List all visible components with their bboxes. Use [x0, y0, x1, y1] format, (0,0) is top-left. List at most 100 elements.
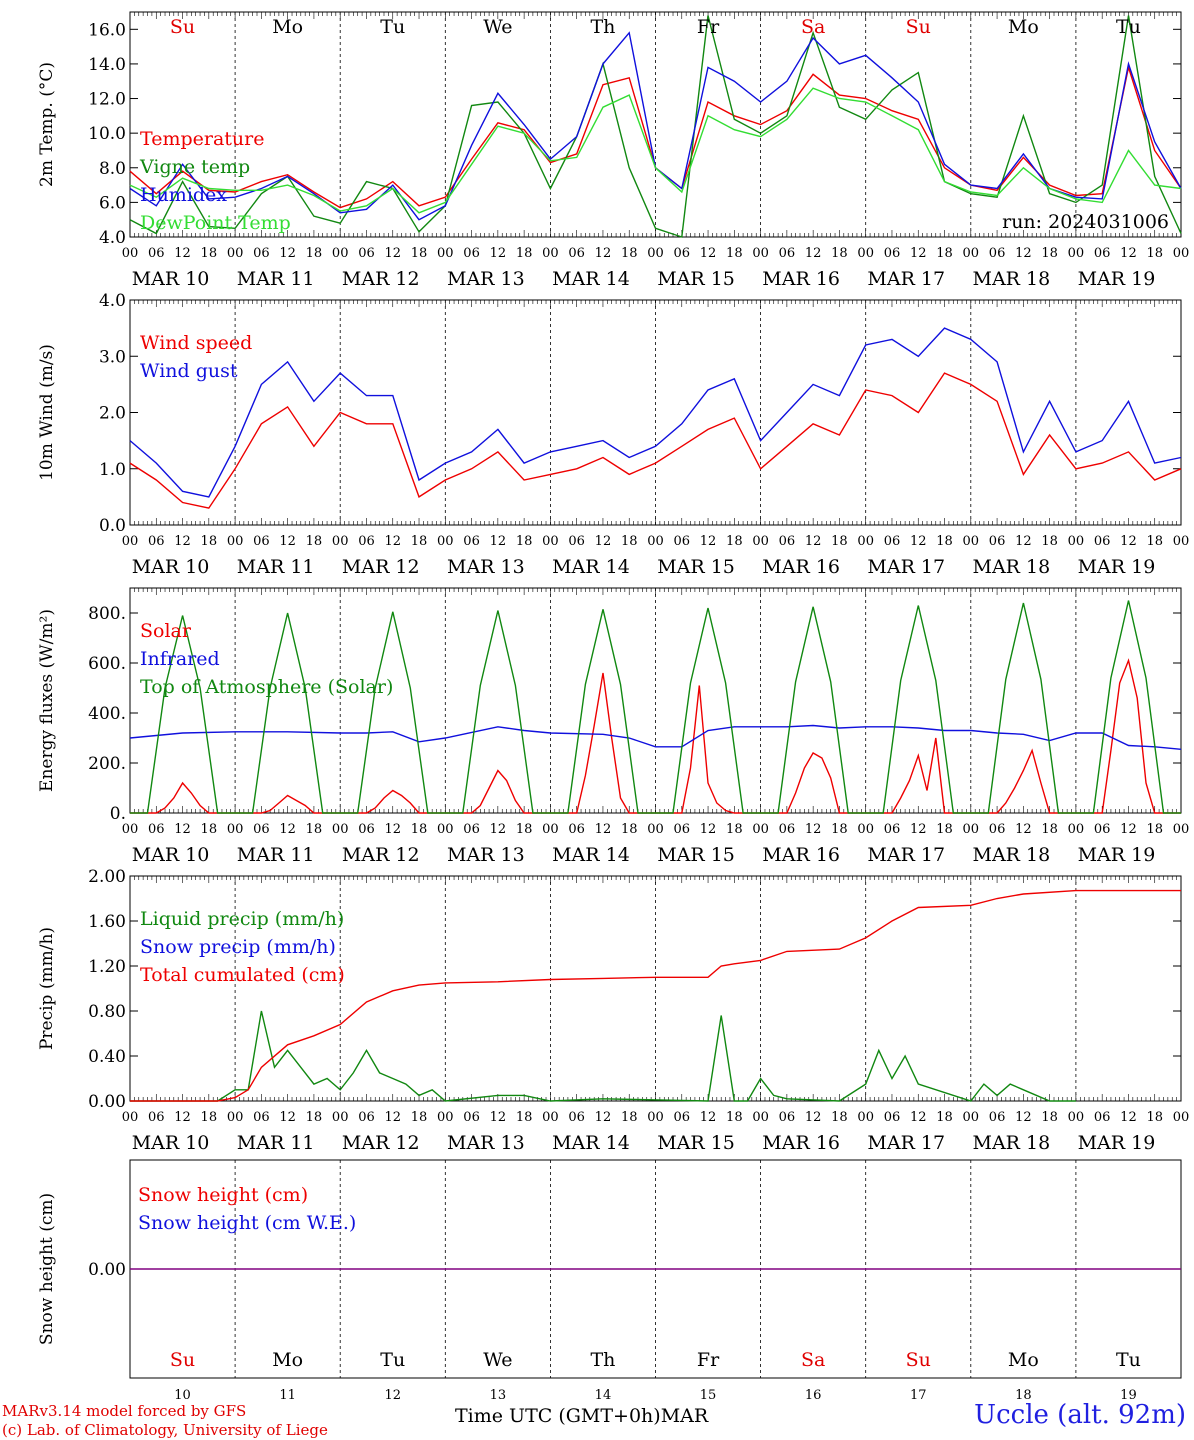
hour-label: 00: [122, 822, 139, 837]
y-tick-label: 200.: [88, 754, 126, 774]
hour-label: 06: [1094, 1110, 1111, 1125]
hour-label: 18: [1041, 822, 1058, 837]
hour-label: 00: [437, 534, 454, 549]
hour-label: 18: [411, 534, 428, 549]
day-number: 10: [174, 1388, 191, 1403]
hour-label: 12: [279, 534, 296, 549]
y-tick-label: 14.0: [88, 55, 126, 75]
hour-label: 06: [253, 822, 270, 837]
legend-entry: Liquid precip (mm/h): [140, 908, 344, 930]
hour-label: 00: [752, 246, 769, 261]
hour-label: 00: [752, 534, 769, 549]
hour-label: 00: [1068, 1110, 1085, 1125]
hour-label: 06: [463, 534, 480, 549]
series-line: [129, 15, 1182, 238]
hour-label: 12: [1015, 246, 1032, 261]
station-name: Uccle (alt. 92m): [974, 1400, 1186, 1430]
hour-label: 18: [726, 534, 743, 549]
hour-label: 12: [174, 822, 191, 837]
day-number: 19: [1120, 1388, 1137, 1403]
hour-label: 12: [174, 246, 191, 261]
hour-label: 18: [411, 246, 428, 261]
date-label: MAR 11: [237, 844, 315, 866]
hour-label: 12: [1120, 534, 1137, 549]
hour-label: 00: [332, 1110, 349, 1125]
hour-label: 18: [936, 534, 953, 549]
hour-label: 06: [1094, 822, 1111, 837]
weekday-label: Tu: [380, 16, 405, 38]
date-label: MAR 12: [342, 844, 420, 866]
date-label: MAR 10: [132, 1132, 210, 1154]
hour-label: 06: [1094, 246, 1111, 261]
hour-label: 06: [463, 822, 480, 837]
hour-label: 00: [542, 534, 559, 549]
hour-label: 12: [910, 822, 927, 837]
hour-label: 12: [279, 1110, 296, 1125]
date-label: MAR 14: [552, 268, 630, 290]
date-label: MAR 18: [972, 1132, 1050, 1154]
y-tick-label: 1.0: [99, 460, 126, 480]
hour-label: 00: [963, 534, 980, 549]
weekday-label: Su: [906, 16, 931, 38]
hour-label: 00: [1173, 822, 1190, 837]
hour-label: 00: [1173, 1110, 1190, 1125]
legend-entry: Infrared: [140, 648, 220, 670]
legend-entry: Total cumulated (cm): [140, 964, 345, 986]
hour-label: 00: [122, 534, 139, 549]
legend-entry: Vigne temp: [139, 156, 250, 178]
hour-label: 18: [411, 822, 428, 837]
hour-label: 00: [857, 534, 874, 549]
panel-2: [129, 299, 1182, 526]
hour-label: 06: [884, 822, 901, 837]
day-number: 14: [595, 1388, 612, 1403]
hour-label: 18: [201, 822, 218, 837]
date-label: MAR 12: [342, 1132, 420, 1154]
hour-label: 00: [752, 1110, 769, 1125]
hour-label: 12: [595, 246, 612, 261]
date-label: MAR 17: [867, 844, 945, 866]
y-tick-label: 16.0: [88, 20, 126, 40]
date-label: MAR 13: [447, 556, 525, 578]
date-label: MAR 12: [342, 268, 420, 290]
y-tick-label: 0.00: [88, 1260, 126, 1280]
hour-label: 06: [884, 534, 901, 549]
hour-label: 18: [621, 246, 638, 261]
y-tick-label: 12.0: [88, 90, 126, 110]
legend-entry: DewPoint Temp: [140, 212, 291, 234]
hour-label: 00: [752, 822, 769, 837]
date-label: MAR 17: [867, 1132, 945, 1154]
x-axis-title: Time UTC (GMT+0h)MAR: [455, 1405, 708, 1427]
day-number: 11: [279, 1388, 296, 1403]
weekday-label: Mo: [272, 1349, 303, 1371]
hour-label: 06: [779, 1110, 796, 1125]
y-tick-label: 10.0: [88, 124, 126, 144]
y-tick-label: 600.: [88, 654, 126, 674]
hour-label: 12: [1120, 246, 1137, 261]
hour-label: 06: [358, 534, 375, 549]
hour-label: 12: [174, 1110, 191, 1125]
hour-label: 06: [779, 534, 796, 549]
date-label: MAR 10: [132, 268, 210, 290]
weekday-label: Mo: [1008, 1349, 1039, 1371]
weekday-label: Mo: [272, 16, 303, 38]
date-label: MAR 18: [972, 268, 1050, 290]
hour-label: 18: [726, 822, 743, 837]
series-line: [129, 724, 1182, 750]
day-number: 18: [1015, 1388, 1032, 1403]
hour-label: 18: [1146, 1110, 1163, 1125]
hour-label: 06: [884, 1110, 901, 1125]
date-label: MAR 11: [237, 556, 315, 578]
hour-label: 06: [148, 822, 165, 837]
hour-label: 18: [831, 1110, 848, 1125]
date-label: MAR 16: [762, 844, 840, 866]
hour-label: 18: [516, 1110, 533, 1125]
panel-frame: [129, 11, 1182, 238]
y-tick-label: 2.0: [99, 404, 126, 424]
series-line: [129, 327, 1182, 498]
date-label: MAR 16: [762, 1132, 840, 1154]
hour-label: 06: [358, 246, 375, 261]
hour-label: 18: [201, 1110, 218, 1125]
hour-label: 18: [306, 822, 323, 837]
date-label: MAR 14: [552, 844, 630, 866]
